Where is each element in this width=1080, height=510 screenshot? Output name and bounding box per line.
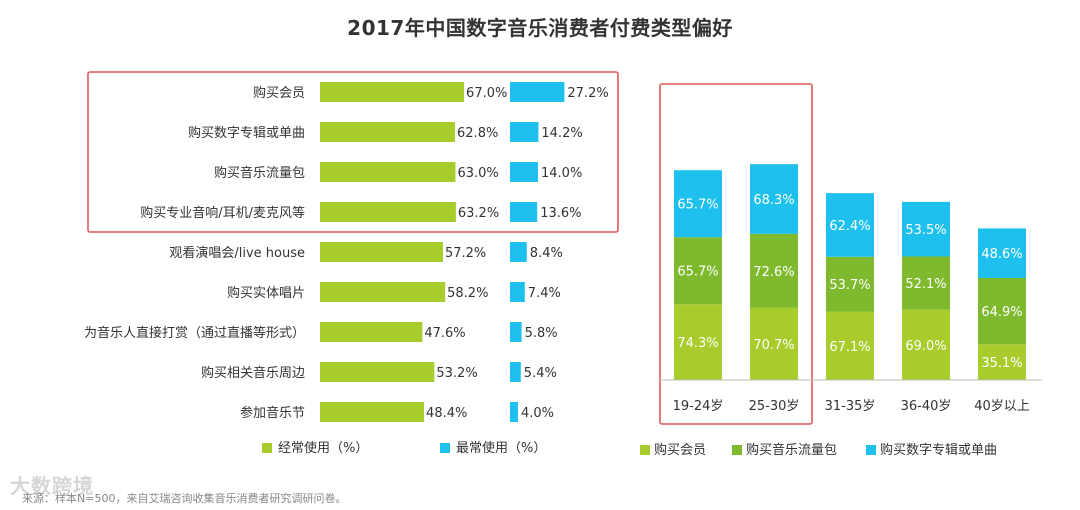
right-stacked-bar-chart: 74.3% 65.7% 65.7% 19-24岁 70.7% 72.6% 68.3% 25-3… <box>640 83 1042 458</box>
stacked-segment <box>674 170 722 238</box>
bar-often <box>320 242 443 262</box>
value-label-often: 58.2% <box>447 286 488 301</box>
segment-label: 69.0% <box>905 339 946 354</box>
stacked-segment <box>902 309 950 380</box>
bar-often <box>320 322 423 342</box>
legend-swatch-most <box>440 443 450 453</box>
value-label-often: 47.6% <box>424 326 465 341</box>
value-label-most: 5.4% <box>524 366 557 381</box>
stacked-segment <box>826 311 874 380</box>
category-label: 观看演唱会/live house <box>169 245 305 261</box>
stacked-segment <box>750 307 798 380</box>
legend-label: 购买音乐流量包 <box>746 442 837 458</box>
segment-label: 65.7% <box>677 265 718 280</box>
segment-label: 68.3% <box>753 193 794 208</box>
x-tick-label: 40岁以上 <box>974 399 1030 414</box>
chart-title: 2017年中国数字音乐消费者付费类型偏好 <box>347 16 733 40</box>
value-label-often: 63.2% <box>458 206 499 221</box>
x-tick-label: 36-40岁 <box>901 399 952 414</box>
segment-label: 52.1% <box>905 277 946 292</box>
segment-label: 74.3% <box>677 336 718 351</box>
segment-label: 53.7% <box>829 278 870 293</box>
bar-often <box>320 202 456 222</box>
segment-label: 72.6% <box>753 265 794 280</box>
category-label: 购买会员 <box>253 85 305 101</box>
bar-most <box>510 122 539 142</box>
watermark: 大数跨境 <box>10 474 94 498</box>
legend-swatch <box>866 445 876 455</box>
stacked-segment <box>902 201 950 257</box>
segment-label: 35.1% <box>981 356 1022 371</box>
value-label-most: 14.0% <box>541 166 582 181</box>
segment-label: 67.1% <box>829 340 870 355</box>
segment-label: 70.7% <box>753 338 794 353</box>
bar-often <box>320 362 435 382</box>
bar-often <box>320 162 456 182</box>
stacked-segment <box>750 164 798 234</box>
category-label: 为音乐人直接打赏（通过直播等形式） <box>84 325 305 341</box>
x-tick-label: 25-30岁 <box>749 399 800 414</box>
value-label-most: 27.2% <box>567 86 608 101</box>
stacked-segment <box>978 228 1026 278</box>
legend-swatch-often <box>262 443 272 453</box>
stacked-segment <box>750 233 798 308</box>
stacked-segment <box>674 304 722 380</box>
bar-most <box>510 162 538 182</box>
category-label: 购买实体唱片 <box>227 285 305 301</box>
segment-label: 53.5% <box>905 223 946 238</box>
value-label-most: 14.2% <box>541 126 582 141</box>
bar-often <box>320 402 425 422</box>
value-label-often: 62.8% <box>457 126 498 141</box>
x-tick-label: 19-24岁 <box>673 399 724 414</box>
value-label-often: 48.4% <box>426 406 467 421</box>
category-label: 购买专业音响/耳机/麦克风等 <box>140 205 305 221</box>
bar-most <box>510 82 565 102</box>
highlight-frame <box>659 83 813 425</box>
value-label-often: 67.0% <box>466 86 507 101</box>
highlight-frame <box>87 71 619 233</box>
bar-most <box>510 282 525 302</box>
bar-most <box>510 202 538 222</box>
stacked-segment <box>674 237 722 305</box>
legend-swatch <box>732 445 742 455</box>
bar-most <box>510 322 522 342</box>
value-label-most: 7.4% <box>528 286 561 301</box>
category-label: 购买相关音乐周边 <box>201 365 305 381</box>
legend-swatch <box>640 445 650 455</box>
x-tick-label: 31-35岁 <box>825 399 876 414</box>
value-label-most: 5.8% <box>525 326 558 341</box>
value-label-often: 57.2% <box>445 246 486 261</box>
segment-label: 65.7% <box>677 198 718 213</box>
legend-label-often: 经常使用（%） <box>278 440 368 456</box>
category-label: 购买音乐流量包 <box>214 165 305 181</box>
category-label: 购买数字专辑或单曲 <box>188 125 305 141</box>
legend-label: 购买会员 <box>654 442 706 458</box>
value-label-often: 63.0% <box>457 166 498 181</box>
value-label-often: 53.2% <box>436 366 477 381</box>
stacked-segment <box>978 344 1026 380</box>
stacked-segment <box>826 256 874 312</box>
segment-label: 64.9% <box>981 305 1022 320</box>
legend-label: 购买数字专辑或单曲 <box>880 442 997 458</box>
value-label-most: 13.6% <box>540 206 581 221</box>
value-label-most: 4.0% <box>521 406 554 421</box>
segment-label: 62.4% <box>829 219 870 234</box>
stacked-segment <box>902 256 950 310</box>
value-label-most: 8.4% <box>530 246 563 261</box>
bar-often <box>320 122 456 142</box>
segment-label: 48.6% <box>981 247 1022 262</box>
stacked-segment <box>978 278 1026 345</box>
bar-most <box>510 362 521 382</box>
bar-most <box>510 242 527 262</box>
bar-often <box>320 282 446 302</box>
bar-most <box>510 402 518 422</box>
bar-often <box>320 82 465 102</box>
left-bar-chart: 购买会员 67.0% 27.2% 购买数字专辑或单曲 62.8% 14.2% 购买音乐流量包… <box>84 71 619 456</box>
legend-label-most: 最常使用（%） <box>456 440 546 456</box>
category-label: 参加音乐节 <box>240 405 305 421</box>
stacked-segment <box>826 193 874 257</box>
source-note: 来源：样本N=500，来自艾瑞咨询收集音乐消费者研究调研问卷。 <box>22 492 347 505</box>
